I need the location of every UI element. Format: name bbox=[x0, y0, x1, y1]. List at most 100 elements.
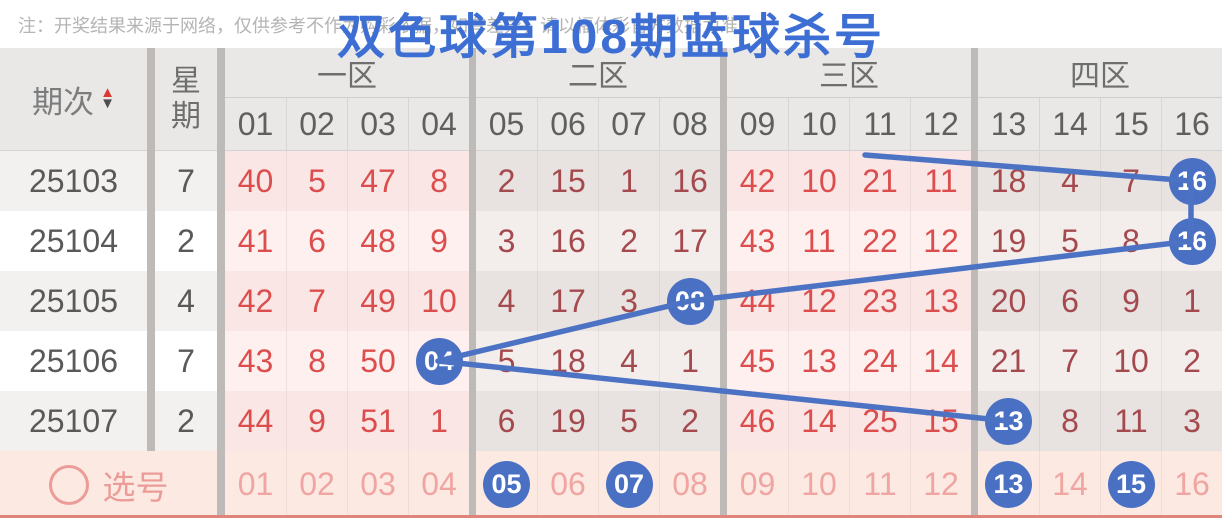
column-header-02: 02 bbox=[286, 98, 347, 151]
value-cell: 1 bbox=[659, 331, 720, 391]
weekday-cell: 2 bbox=[155, 391, 217, 451]
value-cell: 6 bbox=[286, 211, 347, 271]
value-cell: 13 bbox=[978, 391, 1039, 451]
value-cell: 04 bbox=[408, 331, 469, 391]
value-cell: 12 bbox=[910, 211, 971, 271]
selection-cell-03[interactable]: 03 bbox=[347, 451, 408, 518]
value-cell: 16 bbox=[1161, 151, 1222, 211]
selection-cell-12[interactable]: 12 bbox=[910, 451, 971, 518]
value-cell: 3 bbox=[476, 211, 537, 271]
value-cell: 44 bbox=[225, 391, 286, 451]
value-cell: 44 bbox=[727, 271, 788, 331]
value-cell: 8 bbox=[1100, 211, 1161, 271]
selection-cell-10[interactable]: 10 bbox=[788, 451, 849, 518]
value-cell: 6 bbox=[1039, 271, 1100, 331]
selection-cell-11[interactable]: 11 bbox=[849, 451, 910, 518]
value-cell: 42 bbox=[225, 271, 286, 331]
value-cell: 1 bbox=[1161, 271, 1222, 331]
column-header-04: 04 bbox=[408, 98, 469, 151]
selected-ball[interactable]: 13 bbox=[985, 461, 1032, 508]
selection-cell-14[interactable]: 14 bbox=[1039, 451, 1100, 518]
value-cell: 16 bbox=[537, 211, 598, 271]
selected-ball[interactable]: 15 bbox=[1107, 461, 1155, 508]
value-cell: 4 bbox=[1039, 151, 1100, 211]
selection-cell-15[interactable]: 15 bbox=[1100, 451, 1161, 518]
zone-divider-3 bbox=[971, 48, 978, 518]
value-cell: 11 bbox=[788, 211, 849, 271]
column-header-16: 16 bbox=[1161, 98, 1222, 151]
selection-label: 选号 bbox=[0, 451, 217, 518]
weekday-cell: 7 bbox=[155, 151, 217, 211]
value-cell: 47 bbox=[347, 151, 408, 211]
selection-label-text: 选号 bbox=[102, 468, 169, 506]
value-cell: 7 bbox=[1039, 331, 1100, 391]
zone-header-2: 二区 bbox=[476, 48, 720, 98]
period-cell: 25104 bbox=[0, 211, 147, 271]
value-cell: 11 bbox=[910, 151, 971, 211]
value-cell: 3 bbox=[1161, 391, 1222, 451]
selection-cell-09[interactable]: 09 bbox=[727, 451, 788, 518]
value-cell: 19 bbox=[978, 211, 1039, 271]
value-cell: 18 bbox=[537, 331, 598, 391]
value-cell: 18 bbox=[978, 151, 1039, 211]
zone-header-1: 一区 bbox=[225, 48, 469, 98]
value-cell: 9 bbox=[286, 391, 347, 451]
selection-cell-06[interactable]: 06 bbox=[537, 451, 598, 518]
selection-cell-02[interactable]: 02 bbox=[286, 451, 347, 518]
selection-cell-04[interactable]: 04 bbox=[408, 451, 469, 518]
value-cell: 2 bbox=[1161, 331, 1222, 391]
selected-ball[interactable]: 07 bbox=[605, 461, 653, 508]
value-cell: 4 bbox=[476, 271, 537, 331]
selected-ball[interactable]: 05 bbox=[483, 461, 530, 508]
value-cell: 13 bbox=[788, 331, 849, 391]
selection-cell-01[interactable]: 01 bbox=[225, 451, 286, 518]
value-cell: 15 bbox=[537, 151, 598, 211]
value-cell: 8 bbox=[286, 331, 347, 391]
value-cell: 23 bbox=[849, 271, 910, 331]
value-cell: 7 bbox=[1100, 151, 1161, 211]
value-cell: 45 bbox=[727, 331, 788, 391]
value-cell: 4 bbox=[598, 331, 659, 391]
value-cell: 1 bbox=[598, 151, 659, 211]
page-title: 双色球第108期蓝球杀号 bbox=[336, 11, 886, 64]
value-cell: 46 bbox=[727, 391, 788, 451]
circle-outline-icon bbox=[48, 464, 89, 505]
zone-header-3: 三区 bbox=[727, 48, 971, 98]
value-cell: 17 bbox=[537, 271, 598, 331]
value-cell: 3 bbox=[598, 271, 659, 331]
value-cell: 9 bbox=[408, 211, 469, 271]
value-cell: 9 bbox=[1100, 271, 1161, 331]
value-cell: 10 bbox=[408, 271, 469, 331]
value-cell: 10 bbox=[1100, 331, 1161, 391]
column-header-03: 03 bbox=[347, 98, 408, 151]
trend-table: 期次 ▲ ▼ 星期 一区 01 02 03 04 二区 05 06 07 08 三区 09 10 11 12 四区 13… bbox=[0, 48, 1222, 518]
value-cell: 43 bbox=[225, 331, 286, 391]
sort-desc-icon[interactable]: ▼ bbox=[100, 95, 115, 112]
period-cell: 25105 bbox=[0, 271, 147, 331]
value-cell: 17 bbox=[659, 211, 720, 271]
weekday-cell: 2 bbox=[155, 211, 217, 271]
value-cell: 43 bbox=[727, 211, 788, 271]
sort-asc-icon[interactable]: ▲ bbox=[100, 84, 115, 102]
zone-header-4: 四区 bbox=[978, 48, 1222, 98]
period-cell: 25107 bbox=[0, 391, 147, 451]
value-cell: 21 bbox=[978, 331, 1039, 391]
selection-cell-16[interactable]: 16 bbox=[1161, 451, 1222, 518]
selection-cell-08[interactable]: 08 bbox=[659, 451, 720, 518]
selection-cell-05[interactable]: 05 bbox=[476, 451, 537, 518]
sort-arrows: ▲ ▼ bbox=[100, 84, 115, 112]
value-cell: 14 bbox=[788, 391, 849, 451]
period-sort-header[interactable]: 期次 ▲ ▼ bbox=[0, 48, 147, 151]
column-header-11: 11 bbox=[849, 98, 910, 151]
column-header-01: 01 bbox=[225, 98, 286, 151]
value-cell: 41 bbox=[225, 211, 286, 271]
selection-cell-13[interactable]: 13 bbox=[978, 451, 1039, 518]
disclaimer-note: 注：开奖结果来源于网络，仅供参考不作为购彩依据，如有差异，请以福体彩官方数据为准 bbox=[18, 16, 738, 36]
selection-cell-07[interactable]: 07 bbox=[598, 451, 659, 518]
column-header-15: 15 bbox=[1100, 98, 1161, 151]
killed-ball: 08 bbox=[666, 277, 714, 325]
period-header-label: 期次 bbox=[32, 84, 95, 120]
value-cell: 24 bbox=[849, 331, 910, 391]
weekday-header: 星期 bbox=[155, 48, 217, 151]
value-cell: 2 bbox=[659, 391, 720, 451]
